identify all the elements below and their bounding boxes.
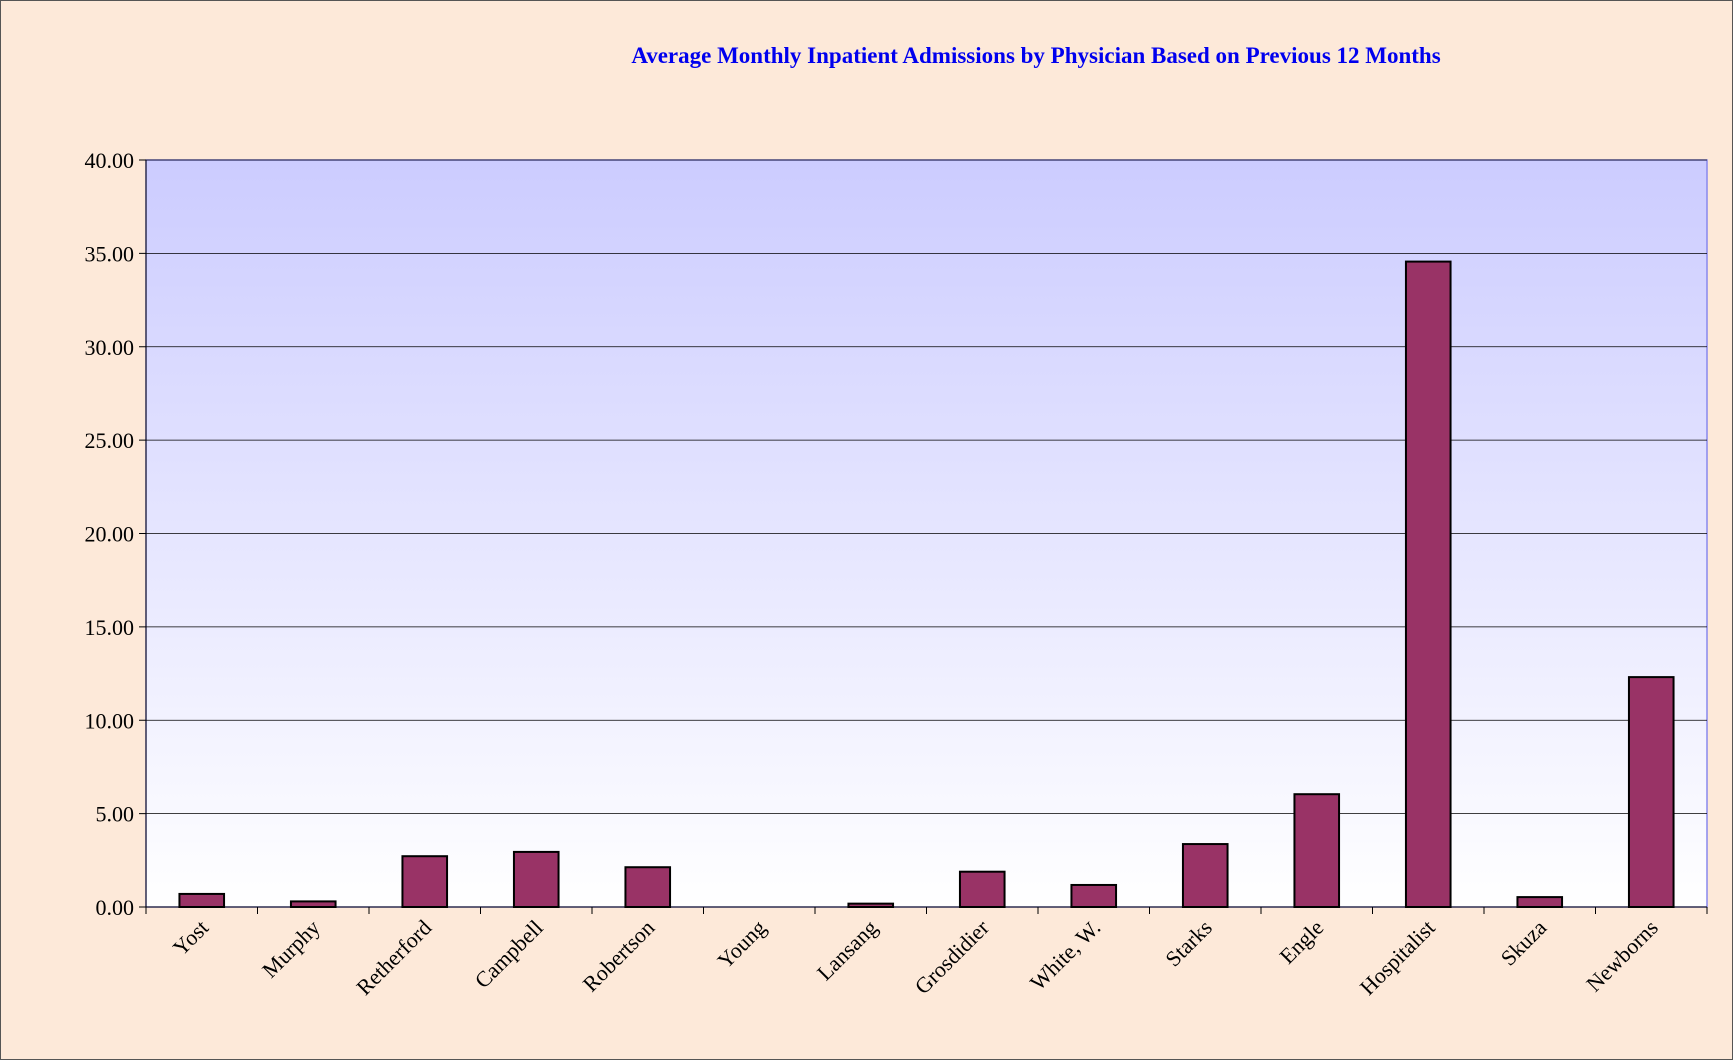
- bar: [847, 902, 895, 908]
- bar: [401, 855, 449, 908]
- bar: [1516, 896, 1564, 908]
- bar: [178, 892, 226, 908]
- y-tick-label: 35.00: [85, 241, 135, 266]
- bar: [1293, 793, 1341, 908]
- y-tick-label: 15.00: [85, 615, 135, 640]
- bar: [1070, 883, 1118, 909]
- y-tick-label: 40.00: [85, 148, 135, 173]
- y-tick-label: 10.00: [85, 708, 135, 733]
- y-tick-label: 0.00: [96, 895, 135, 920]
- bar: [289, 900, 337, 909]
- y-tick-label: 25.00: [85, 428, 135, 453]
- bar: [1404, 260, 1452, 909]
- chart-title: Average Monthly Inpatient Admissions by …: [631, 43, 1440, 68]
- bar: [1181, 843, 1229, 908]
- y-tick-label: 5.00: [96, 802, 135, 827]
- y-tick-label: 20.00: [85, 522, 135, 547]
- bar: [1627, 676, 1675, 909]
- bar: [512, 850, 560, 909]
- y-tick-label: 30.00: [85, 335, 135, 360]
- bar: [624, 866, 672, 908]
- bar: [958, 870, 1006, 908]
